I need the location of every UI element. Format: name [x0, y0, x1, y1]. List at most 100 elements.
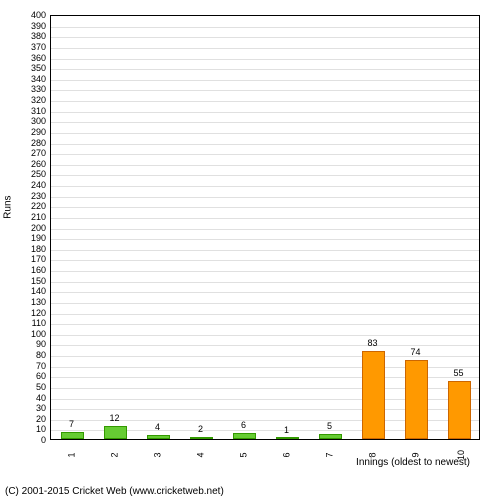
y-tick-label: 250	[31, 169, 46, 179]
y-tick-label: 340	[31, 74, 46, 84]
x-tick-label: 1	[66, 452, 76, 457]
gridline	[51, 175, 479, 176]
gridline	[51, 218, 479, 219]
gridline	[51, 144, 479, 145]
y-tick-label: 160	[31, 265, 46, 275]
bar-value-label: 4	[155, 422, 160, 432]
y-tick-label: 190	[31, 233, 46, 243]
gridline	[51, 37, 479, 38]
bar	[104, 426, 128, 439]
bar	[147, 435, 171, 439]
gridline	[51, 122, 479, 123]
gridline	[51, 345, 479, 346]
bar	[190, 437, 214, 439]
x-tick-label: 2	[109, 452, 119, 457]
y-tick-label: 130	[31, 297, 46, 307]
bar-value-label: 2	[198, 424, 203, 434]
gridline	[51, 154, 479, 155]
gridline	[51, 250, 479, 251]
bar-value-label: 83	[367, 338, 377, 348]
x-tick-label: 7	[324, 452, 334, 457]
bar-value-label: 5	[327, 421, 332, 431]
gridline	[51, 80, 479, 81]
x-tick-label: 4	[195, 452, 205, 457]
y-tick-label: 150	[31, 276, 46, 286]
y-tick-label: 310	[31, 106, 46, 116]
y-tick-label: 180	[31, 244, 46, 254]
bar-value-label: 1	[284, 425, 289, 435]
x-tick-label: 10	[456, 450, 466, 460]
y-tick-label: 320	[31, 95, 46, 105]
gridline	[51, 239, 479, 240]
y-tick-label: 260	[31, 159, 46, 169]
y-tick-label: 280	[31, 138, 46, 148]
y-tick-label: 200	[31, 223, 46, 233]
bar	[448, 381, 472, 439]
y-tick-label: 370	[31, 42, 46, 52]
gridline	[51, 292, 479, 293]
gridline	[51, 282, 479, 283]
gridline	[51, 101, 479, 102]
y-tick-label: 330	[31, 84, 46, 94]
bar	[362, 351, 386, 439]
y-tick-label: 360	[31, 53, 46, 63]
x-axis-label: Innings (oldest to newest)	[50, 457, 480, 468]
y-tick-label: 100	[31, 329, 46, 339]
gridline	[51, 303, 479, 304]
y-tick-label: 120	[31, 308, 46, 318]
gridline	[51, 207, 479, 208]
gridline	[51, 186, 479, 187]
y-tick-label: 270	[31, 148, 46, 158]
y-tick-label: 170	[31, 254, 46, 264]
x-tick-label: 8	[367, 452, 377, 457]
bar	[61, 432, 85, 439]
y-tick-label: 40	[36, 393, 46, 403]
plot-area	[50, 15, 480, 440]
bar	[319, 434, 343, 439]
y-tick-label: 230	[31, 191, 46, 201]
gridline	[51, 133, 479, 134]
gridline	[51, 90, 479, 91]
y-tick-label: 0	[41, 435, 46, 445]
bar-value-label: 6	[241, 420, 246, 430]
copyright-text: (C) 2001-2015 Cricket Web (www.cricketwe…	[5, 486, 224, 497]
bar	[276, 437, 300, 439]
y-tick-label: 10	[36, 424, 46, 434]
gridline	[51, 229, 479, 230]
gridline	[51, 271, 479, 272]
y-tick-label: 220	[31, 201, 46, 211]
gridline	[51, 324, 479, 325]
y-tick-label: 300	[31, 116, 46, 126]
y-tick-label: 380	[31, 31, 46, 41]
bar-value-label: 12	[109, 413, 119, 423]
bar-value-label: 7	[69, 419, 74, 429]
y-tick-label: 80	[36, 350, 46, 360]
y-tick-label: 60	[36, 371, 46, 381]
y-tick-label: 110	[32, 318, 46, 328]
bar	[233, 433, 257, 439]
y-tick-label: 240	[31, 180, 46, 190]
x-tick-label: 5	[238, 452, 248, 457]
y-tick-label: 140	[31, 286, 46, 296]
bar-value-label: 74	[410, 347, 420, 357]
x-tick-label: 3	[152, 452, 162, 457]
gridline	[51, 112, 479, 113]
y-tick-label: 30	[36, 403, 46, 413]
y-tick-label: 390	[31, 21, 46, 31]
y-tick-label: 90	[36, 339, 46, 349]
gridline	[51, 314, 479, 315]
gridline	[51, 165, 479, 166]
y-axis-label: Runs	[3, 195, 14, 218]
y-tick-label: 350	[31, 63, 46, 73]
gridline	[51, 27, 479, 28]
y-tick-label: 20	[36, 414, 46, 424]
gridline	[51, 69, 479, 70]
y-tick-label: 70	[36, 361, 46, 371]
x-tick-label: 6	[281, 452, 291, 457]
gridline	[51, 260, 479, 261]
gridline	[51, 335, 479, 336]
bar-value-label: 55	[453, 368, 463, 378]
chart-container: Runs Innings (oldest to newest) (C) 2001…	[0, 0, 500, 500]
y-tick-label: 210	[31, 212, 46, 222]
gridline	[51, 59, 479, 60]
